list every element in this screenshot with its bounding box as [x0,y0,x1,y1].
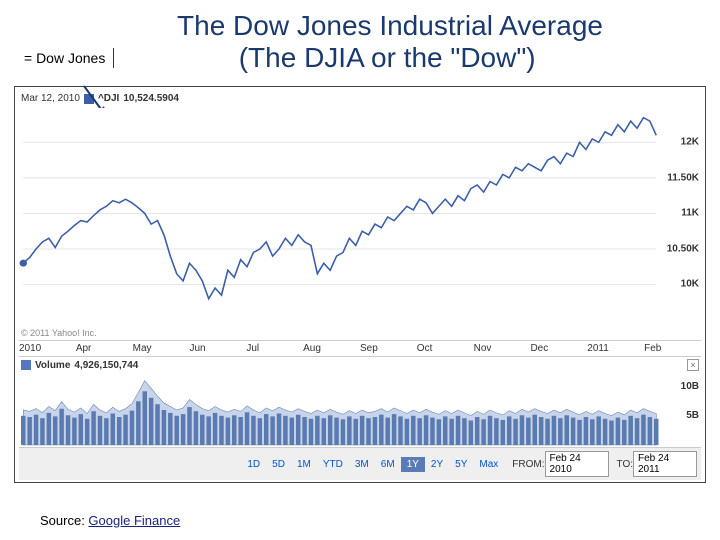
chart-info-row: Mar 12, 2010 ^DJI 10,524.5904 [19,91,701,108]
vol-y-label: 5B [686,410,699,421]
chart-copyright: © 2011 Yahoo! Inc. [19,326,701,340]
x-month-label: Dec [530,343,587,354]
x-month-label: Nov [474,343,531,354]
x-month-label: Jul [246,343,303,354]
range-button-3m[interactable]: 3M [349,457,375,472]
y-tick-label: 12K [681,137,699,148]
volume-value: 4,926,150,744 [74,360,138,371]
range-button-1m[interactable]: 1M [291,457,317,472]
volume-swatch [21,360,31,370]
source-citation: Source: Google Finance [40,513,180,528]
from-date-input[interactable]: Feb 24 2010 [545,451,609,477]
x-month-label: Sep [360,343,417,354]
x-month-label: Feb [644,343,701,354]
info-date: Mar 12, 2010 [21,93,80,104]
volume-label: Volume [35,360,70,371]
x-month-label: 2010 [19,343,76,354]
vol-y-label: 10B [681,381,699,392]
volume-chart: 5B 10B [19,373,701,447]
volume-header: Volume 4,926,150,744 × [19,356,701,373]
y-tick-label: 11K [681,208,699,219]
price-chart: 10K 10.50K 11K 11.50K 12K [19,108,701,326]
chart-card: Mar 12, 2010 ^DJI 10,524.5904 10K10.50K1… [14,86,706,483]
legend-label: = Dow Jones [20,48,114,68]
y-tick-label: 11.50K [667,172,699,183]
range-button-1d[interactable]: 1D [241,457,266,472]
to-date-input[interactable]: Feb 24 2011 [633,451,697,477]
y-tick-label: 10K [681,279,699,290]
close-icon[interactable]: × [687,359,699,371]
range-button-max[interactable]: Max [473,457,504,472]
range-button-5d[interactable]: 5D [266,457,291,472]
x-month-label: May [133,343,190,354]
source-prefix: Source: [40,513,88,528]
info-value: 10,524.5904 [123,93,179,104]
x-month-label: Jun [189,343,246,354]
title-line-2: (The DJIA or the "Dow") [114,42,660,74]
source-link[interactable]: Google Finance [88,513,180,528]
from-label: FROM: [512,459,544,470]
x-month-label: Apr [76,343,133,354]
range-button-6m[interactable]: 6M [375,457,401,472]
x-axis-months: 2010AprMayJunJulAugSepOctNovDec2011Feb [19,340,701,356]
range-selector: 1D5D1MYTD3M6M1Y2Y5YMax FROM: Feb 24 2010… [19,447,701,480]
x-month-label: Aug [303,343,360,354]
range-button-ytd[interactable]: YTD [317,457,349,472]
y-tick-label: 10.50K [667,243,699,254]
range-button-2y[interactable]: 2Y [425,457,449,472]
x-month-label: 2011 [587,343,644,354]
range-button-5y[interactable]: 5Y [449,457,473,472]
slide-header: The Dow Jones Industrial Average = Dow J… [0,0,720,78]
title-line-1: The Dow Jones Industrial Average [80,10,700,42]
to-label: TO: [617,459,633,470]
x-month-label: Oct [417,343,474,354]
range-button-1y[interactable]: 1Y [401,457,425,472]
